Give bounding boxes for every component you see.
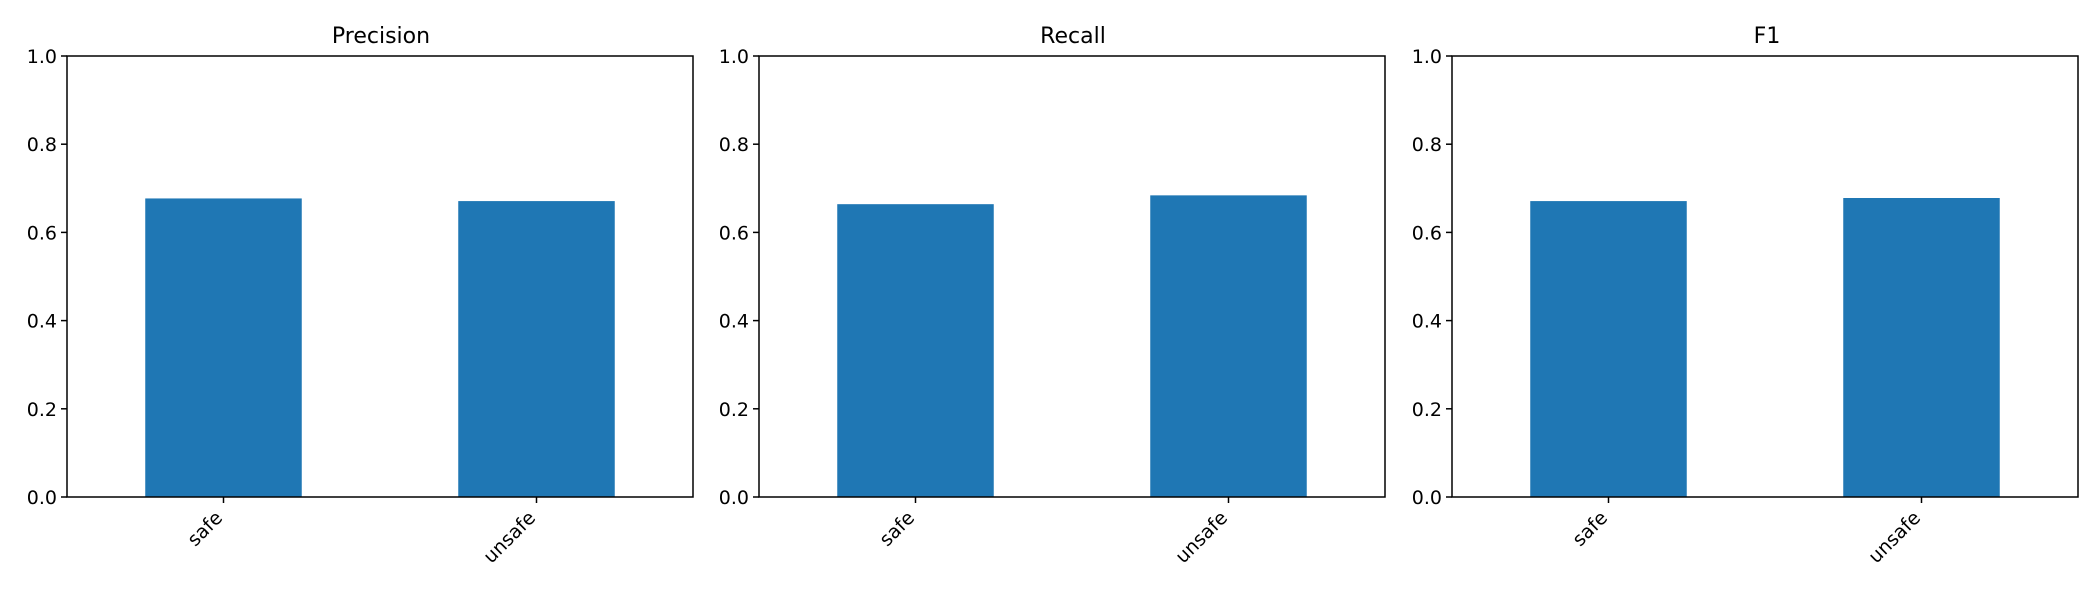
y-tick-label: 0.2 bbox=[719, 399, 749, 421]
panel-f1: F1 0.0 0.2 0.4 0.6 0.8 1.0 safe unsafe bbox=[1412, 24, 2079, 568]
bar-unsafe bbox=[458, 201, 615, 498]
bar-safe bbox=[145, 198, 302, 497]
y-tick-label: 1.0 bbox=[1412, 46, 1442, 68]
y-tick-label: 0.4 bbox=[1412, 311, 1442, 333]
y-tick-label: 0.6 bbox=[27, 222, 57, 244]
chart-title: Precision bbox=[332, 24, 430, 49]
y-tick-label: 0.0 bbox=[1412, 487, 1442, 509]
y-tick-label: 1.0 bbox=[719, 46, 749, 68]
y-tick-label: 0.2 bbox=[1412, 399, 1442, 421]
y-tick-label: 1.0 bbox=[27, 46, 57, 68]
y-tick-label: 0.8 bbox=[27, 134, 57, 156]
bar-unsafe bbox=[1843, 198, 2000, 497]
x-tick-label: unsafe bbox=[1171, 507, 1232, 568]
y-tick-label: 0.6 bbox=[1412, 222, 1442, 244]
y-tick-label: 0.4 bbox=[719, 311, 749, 333]
bar-unsafe bbox=[1150, 195, 1307, 497]
x-tick-label: unsafe bbox=[1864, 507, 1925, 568]
panel-recall: Recall 0.0 0.2 0.4 0.6 0.8 1.0 safe unsafe bbox=[719, 24, 1386, 568]
plot-frame bbox=[66, 55, 694, 498]
y-tick-label: 0.6 bbox=[719, 222, 749, 244]
chart-title: Recall bbox=[1040, 24, 1106, 49]
x-tick-label: safe bbox=[875, 507, 919, 551]
y-tick-label: 0.8 bbox=[719, 134, 749, 156]
x-tick-label: safe bbox=[1568, 507, 1612, 551]
bar-safe bbox=[837, 204, 994, 497]
y-tick-label: 0.4 bbox=[27, 311, 57, 333]
y-tick-label: 0.8 bbox=[1412, 134, 1442, 156]
y-tick-label: 0.2 bbox=[27, 399, 57, 421]
y-tick-label: 0.0 bbox=[719, 487, 749, 509]
plot-frame bbox=[758, 55, 1386, 498]
x-tick-label: safe bbox=[183, 507, 227, 551]
plot-frame bbox=[1451, 55, 2079, 498]
x-tick-label: unsafe bbox=[479, 507, 540, 568]
y-tick-label: 0.0 bbox=[27, 487, 57, 509]
bar-safe bbox=[1530, 201, 1687, 498]
chart-title: F1 bbox=[1754, 24, 1781, 49]
panel-precision: Precision 0.0 0.2 0.4 0.6 0.8 1.0 safe unsafe bbox=[27, 24, 694, 568]
